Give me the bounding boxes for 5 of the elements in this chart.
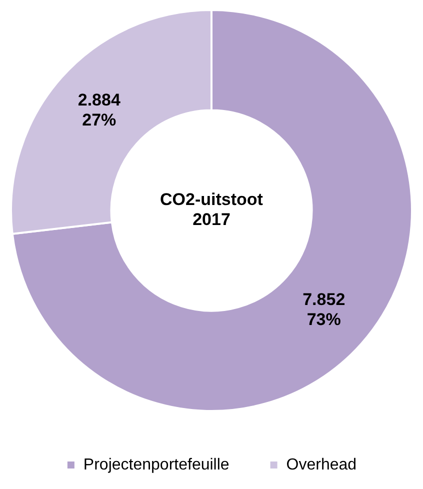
text: CO2-uitstoot 2017 [160,190,264,230]
data-label: 7.852 73% [302,290,346,330]
data-label: 2.884 27% [78,90,121,130]
legend-label: Projectenportefeuille [83,456,230,474]
legend-label: Overhead [286,456,357,474]
